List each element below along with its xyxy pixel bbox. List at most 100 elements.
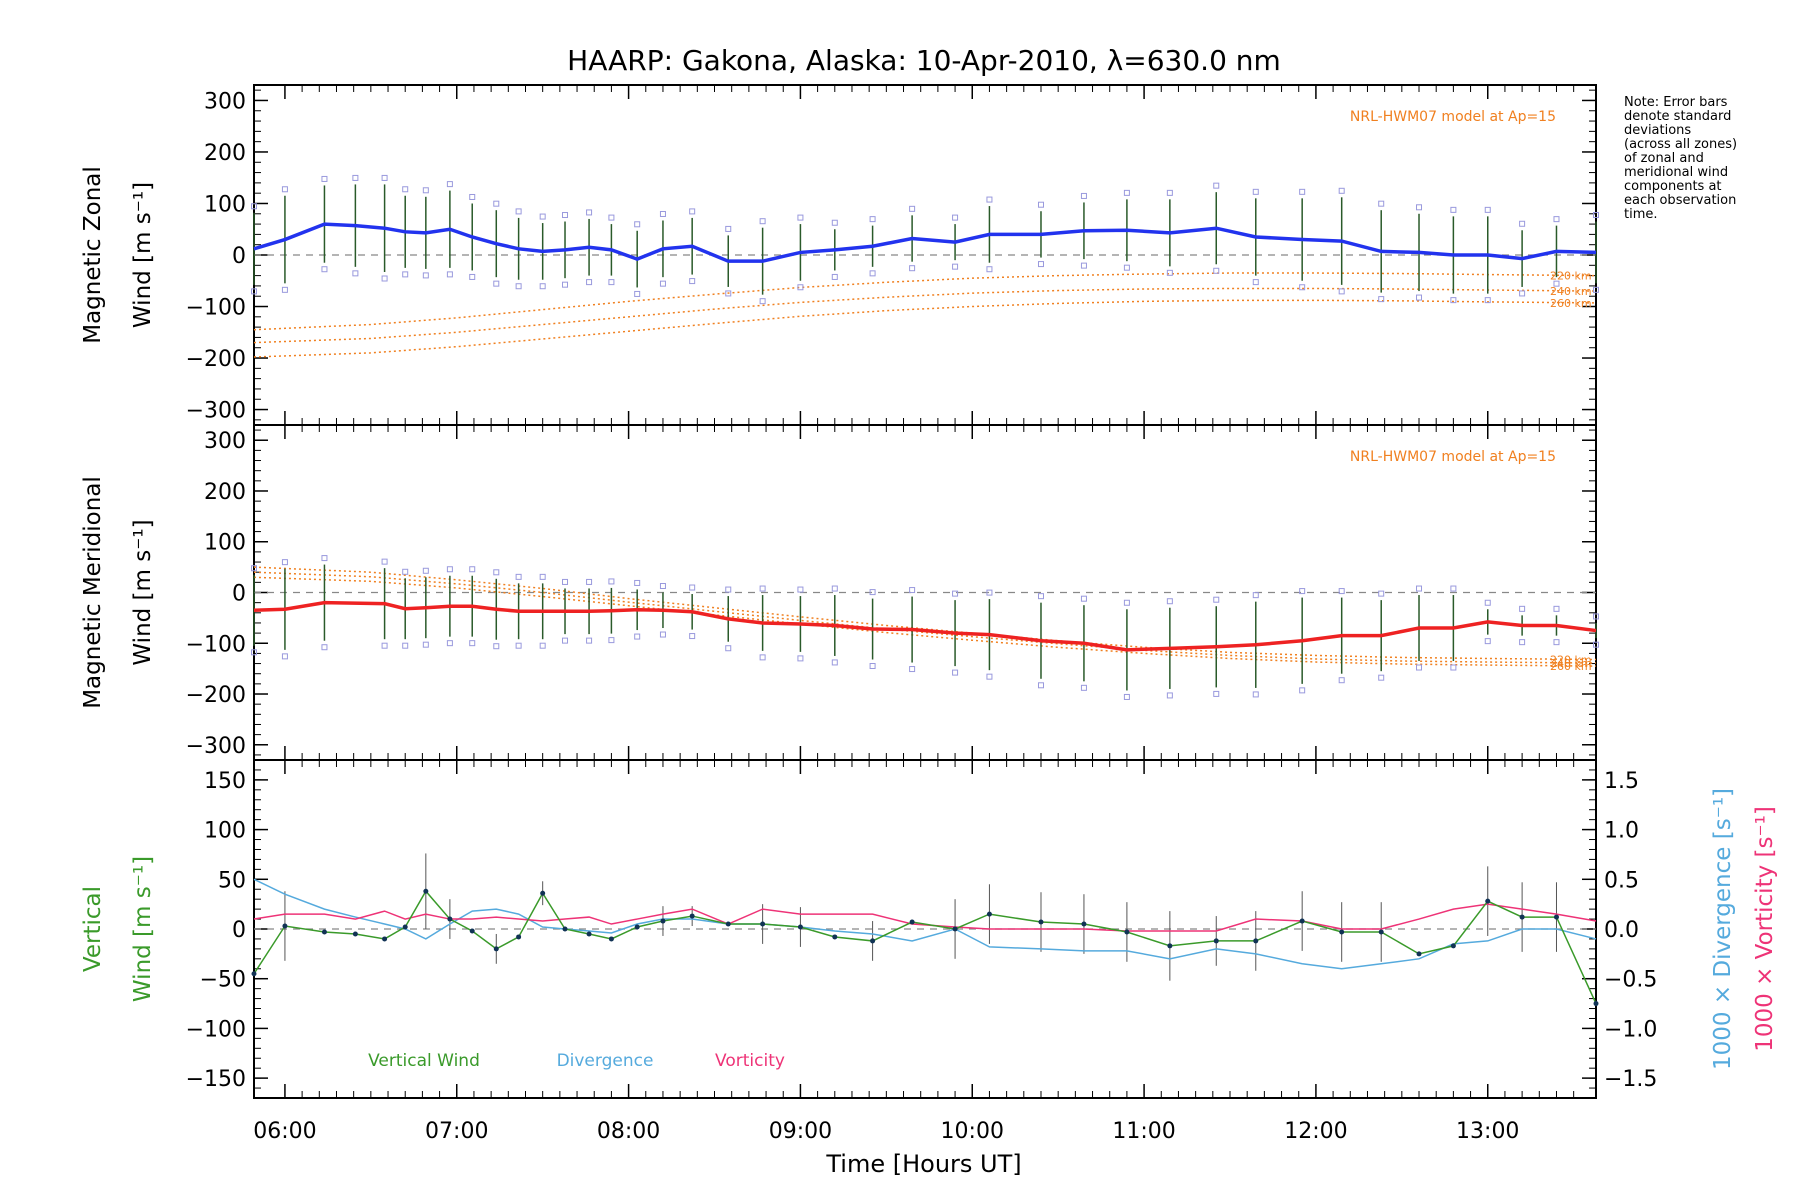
y-axis-label-line2: Wind [m s⁻¹]: [130, 182, 156, 328]
zone-point: [986, 589, 993, 596]
y-tick-label: −200: [186, 347, 246, 372]
zone-point: [1166, 692, 1173, 699]
y2-tick-label: 1.5: [1604, 769, 1639, 794]
zone-point: [1299, 188, 1306, 195]
vertical-wind-point: [832, 934, 838, 940]
zone-point: [1080, 684, 1087, 691]
zone-point: [251, 649, 257, 656]
zone-point: [909, 587, 916, 594]
zone-point: [1484, 206, 1491, 213]
zone-point: [1338, 187, 1345, 194]
zone-point: [869, 663, 876, 669]
x-tick-label: 06:00: [253, 1119, 316, 1144]
zone-point: [1123, 264, 1130, 271]
zone-point: [608, 214, 615, 221]
zone-point: [869, 589, 876, 596]
zone-point: [1519, 290, 1526, 297]
y2-label-vorticity: 1000 × Vorticity [s⁻¹]: [1752, 806, 1778, 1052]
y-tick-label: 150: [204, 769, 246, 794]
x-tick-label: 13:00: [1456, 1119, 1519, 1144]
x-tick-label: 12:00: [1284, 1119, 1347, 1144]
zone-point: [797, 586, 804, 593]
vertical-wind-point: [1553, 914, 1559, 920]
model-label: NRL-HWM07 model at Ap=15: [1350, 109, 1556, 125]
zone-point: [1252, 691, 1259, 698]
zone-point: [515, 208, 522, 215]
zone-point: [952, 214, 959, 221]
zone-point: [952, 263, 959, 270]
zone-point: [1213, 596, 1220, 603]
legend-entry: Vertical Wind: [368, 1051, 480, 1071]
x-tick-label: 08:00: [597, 1119, 660, 1144]
zone-point: [422, 272, 429, 279]
zone-point: [539, 573, 546, 580]
model-curve-220-km: [253, 272, 1597, 331]
zone-point: [1378, 200, 1385, 207]
zone-point: [725, 290, 732, 297]
zone-point: [1213, 182, 1220, 189]
vertical-wind-point: [382, 936, 388, 942]
zone-point: [1037, 593, 1044, 600]
zone-point: [759, 585, 766, 592]
zone-point: [1123, 693, 1130, 700]
zone-point: [634, 633, 641, 640]
zone-point: [1593, 286, 1599, 293]
vertical-wind-point: [1339, 929, 1345, 935]
y-tick-label: 100: [204, 192, 246, 217]
zone-point: [562, 637, 569, 644]
zone-point: [608, 578, 615, 585]
zone-point: [1166, 598, 1173, 605]
zone-point: [562, 212, 569, 219]
vertical-wind-point: [1593, 1001, 1599, 1007]
zone-point: [759, 218, 766, 225]
y2-tick-label: 1.0: [1604, 819, 1639, 844]
zone-point: [1450, 664, 1457, 671]
legend-entry: Vorticity: [715, 1051, 785, 1071]
zone-point: [1166, 189, 1173, 196]
zone-point: [539, 213, 546, 220]
zone-point: [659, 210, 666, 217]
vertical-wind-point: [797, 924, 803, 930]
vertical-wind-point: [282, 923, 288, 929]
zone-point: [422, 641, 429, 648]
zone-point: [689, 584, 696, 591]
zone-point: [1553, 639, 1560, 646]
x-axis-label: Time [Hours UT]: [825, 1150, 1021, 1178]
zone-point: [608, 637, 615, 644]
vertical-wind-line: [253, 889, 1597, 1004]
vertical-wind-panel: −150 −100 −50 0 50 100 150 −1.5 −1.0 −0.5 0.0 0.5 1.…: [80, 759, 1778, 1099]
note-line: components at: [1624, 179, 1722, 194]
vertical-wind-point: [447, 916, 453, 922]
zone-point: [1338, 288, 1345, 295]
zone-point: [1378, 296, 1385, 303]
zone-point: [1519, 605, 1526, 612]
zone-point: [402, 568, 409, 575]
zone-point: [909, 205, 916, 212]
zone-point: [759, 298, 766, 305]
zone-point: [1416, 294, 1423, 301]
zone-point: [1416, 585, 1423, 592]
zone-point: [493, 280, 500, 287]
zone-point: [402, 642, 409, 649]
zone-point: [381, 174, 388, 181]
zone-point: [515, 642, 522, 649]
zone-point: [634, 579, 641, 586]
zone-point: [1299, 284, 1306, 291]
zone-point: [539, 283, 546, 290]
zone-point: [493, 569, 500, 576]
zone-point: [586, 637, 593, 644]
zone-point: [586, 279, 593, 286]
zone-point: [1484, 297, 1491, 304]
vertical-wind-point: [986, 911, 992, 917]
zone-point: [831, 219, 838, 226]
zone-point: [831, 273, 838, 280]
zone-point: [831, 659, 838, 666]
zone-point: [1037, 682, 1044, 689]
vertical-wind-point: [1213, 938, 1219, 944]
zone-point: [1519, 639, 1526, 646]
note-line: of zonal and: [1624, 151, 1704, 166]
zone-point: [952, 669, 959, 676]
y2-tick-label: −1.0: [1604, 1017, 1657, 1042]
